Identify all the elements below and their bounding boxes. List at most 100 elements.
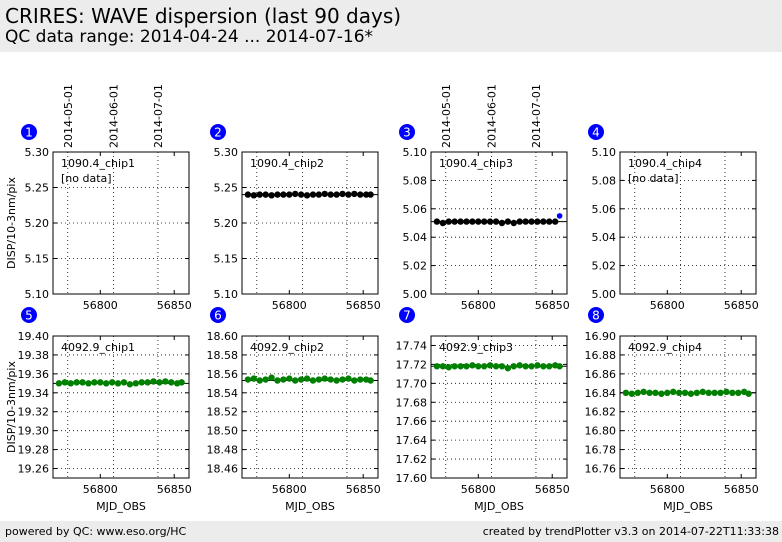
data-point: [256, 191, 263, 198]
data-point: [711, 389, 718, 396]
y-tick-label: 5.25: [214, 182, 239, 195]
data-point: [481, 218, 488, 225]
data-point: [114, 380, 122, 387]
data-point: [327, 191, 334, 198]
y-tick-label: 17.70: [396, 377, 428, 390]
data-point: [510, 219, 517, 227]
x-tick-label: 56800: [650, 299, 685, 312]
data-point: [516, 362, 523, 369]
x-tick-label: 56850: [157, 299, 192, 312]
data-point: [120, 379, 128, 386]
data-point: [327, 376, 334, 383]
y-tick-label: 18.50: [207, 425, 239, 438]
data-point: [91, 379, 98, 386]
data-point: [486, 362, 494, 369]
date-tick-label: 2014-05-01: [440, 84, 453, 148]
data-point: [504, 364, 512, 372]
y-tick-label: 18.56: [207, 368, 239, 381]
data-point: [622, 389, 630, 396]
data-point: [463, 218, 470, 225]
data-point: [321, 375, 328, 382]
y-tick-label: 16.78: [585, 444, 617, 457]
data-point: [61, 379, 69, 386]
data-point: [687, 390, 695, 397]
data-point: [73, 379, 80, 386]
data-point: [345, 191, 352, 198]
data-point: [367, 377, 374, 384]
y-tick-label: 18.58: [207, 349, 239, 362]
data-point: [670, 388, 677, 396]
data-point: [268, 192, 275, 199]
x-tick-label: 56850: [535, 483, 570, 496]
date-tick-label: 2014-06-01: [108, 84, 121, 148]
footer-bar: powered by QC: www.eso.org/HC created by…: [0, 521, 782, 542]
data-point: [297, 191, 305, 198]
page-title: CRIRES: WAVE dispersion (last 90 days): [5, 4, 402, 28]
data-point: [546, 218, 553, 225]
y-tick-label: 19.30: [18, 425, 50, 438]
y-tick-label: 18.46: [207, 463, 239, 476]
plot-frame: [430, 335, 568, 479]
data-point: [292, 377, 299, 384]
data-point: [303, 375, 311, 382]
y-tick-label: 5.15: [25, 253, 50, 266]
data-point: [475, 363, 482, 370]
y-tick-label: 5.20: [214, 217, 239, 230]
data-point: [628, 390, 636, 397]
y-tick-label: 18.52: [207, 406, 239, 419]
data-point: [357, 376, 364, 383]
data-point: [162, 378, 169, 385]
data-point: [492, 363, 500, 370]
y-tick-label: 5.10: [25, 288, 50, 301]
y-tick-label: 16.86: [585, 368, 617, 381]
data-point: [144, 379, 151, 386]
y-tick-label: 18.54: [207, 387, 239, 400]
date-tick-label: 2014-07-01: [152, 84, 165, 148]
data-point: [55, 380, 63, 387]
y-tick-label: 19.32: [18, 406, 50, 419]
plot-frame: [52, 335, 190, 479]
data-point: [534, 218, 541, 225]
data-point: [67, 380, 74, 387]
panel-number-badge: [21, 307, 37, 323]
data-point: [85, 380, 92, 387]
data-point: [551, 218, 559, 225]
data-point: [729, 389, 736, 396]
data-point: [339, 190, 346, 198]
y-tick-label: 17.74: [396, 339, 428, 352]
data-point: [705, 389, 712, 396]
data-point: [178, 379, 185, 386]
footer-created-by: created by trendPlotter v3.3 on 2014-07-…: [482, 525, 779, 538]
data-point: [522, 363, 529, 370]
panel-label: 1090.4_chip2: [250, 157, 324, 170]
y-tick-label: 17.62: [396, 453, 428, 466]
y-tick-label: 5.08: [592, 174, 617, 187]
data-point: [250, 375, 258, 382]
panel-label: 4092.9_chip1: [61, 341, 135, 354]
panel-number: 2: [214, 126, 222, 140]
x-tick-label: 56800: [272, 299, 307, 312]
data-point: [256, 377, 263, 384]
data-point: [168, 379, 175, 386]
y-tick-label: 17.72: [396, 358, 428, 371]
data-point: [652, 389, 659, 396]
x-tick-label: 56850: [346, 483, 381, 496]
x-axis-title: MJD_OBS: [474, 500, 524, 513]
panel-label: 1090.4_chip4: [628, 157, 702, 170]
data-point: [357, 191, 364, 198]
data-point: [132, 380, 139, 387]
plot-frame: [619, 335, 757, 479]
data-point: [516, 218, 523, 225]
panel-number-badge: [210, 307, 226, 323]
data-point: [681, 389, 689, 396]
x-tick-label: 56800: [650, 483, 685, 496]
data-point: [475, 218, 482, 225]
y-tick-label: 5.06: [592, 203, 617, 216]
data-point: [675, 389, 683, 396]
date-tick-label: 2014-05-01: [62, 84, 75, 148]
data-point: [445, 364, 452, 371]
data-point: [658, 390, 665, 397]
x-axis-title: MJD_OBS: [663, 500, 713, 513]
plot-frame: [619, 151, 757, 295]
